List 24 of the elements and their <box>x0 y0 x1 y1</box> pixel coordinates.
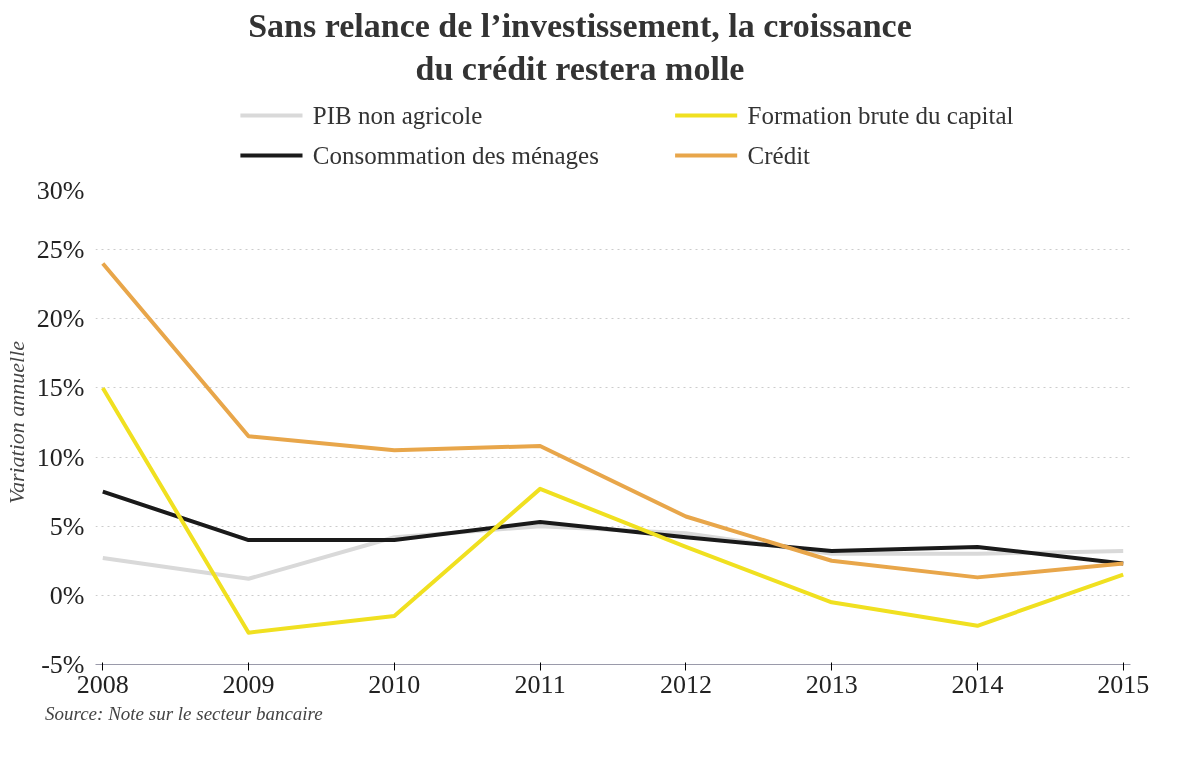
y-tick-label: 10% <box>36 442 85 472</box>
x-tick-label: 2014 <box>951 669 1004 699</box>
legend-label: Formation brute du capital <box>747 102 1014 129</box>
line-series <box>100 261 1126 580</box>
x-tick-label: 2010 <box>368 669 421 699</box>
chart-title: Sans relance de l’investissement, la croissance du crédit restera molle <box>248 6 912 89</box>
x-tick-label: 2011 <box>514 669 566 699</box>
legend-label: Consommation des ménages <box>312 142 599 169</box>
x-tick-label: 2013 <box>805 669 858 699</box>
source-note: Source: Note sur le secteur bancaire <box>45 702 323 726</box>
x-tick-label: 2015 <box>1097 669 1150 699</box>
line-series <box>100 385 1126 635</box>
line-series <box>100 489 1126 566</box>
legend-label: PIB non agricole <box>312 102 483 129</box>
x-tick-label: 2012 <box>659 669 712 699</box>
y-tick-label: 0% <box>49 580 85 610</box>
x-tick-label: 2009 <box>222 669 275 699</box>
legend-label: Crédit <box>747 142 811 169</box>
y-axis-title: Variation annuelle <box>3 340 29 505</box>
y-tick-label: 25% <box>36 235 85 265</box>
y-tick-label: 30% <box>36 175 85 205</box>
y-tick-label: 5% <box>49 511 85 541</box>
y-tick-label: 20% <box>36 304 85 334</box>
y-tick-label: 15% <box>36 373 85 403</box>
